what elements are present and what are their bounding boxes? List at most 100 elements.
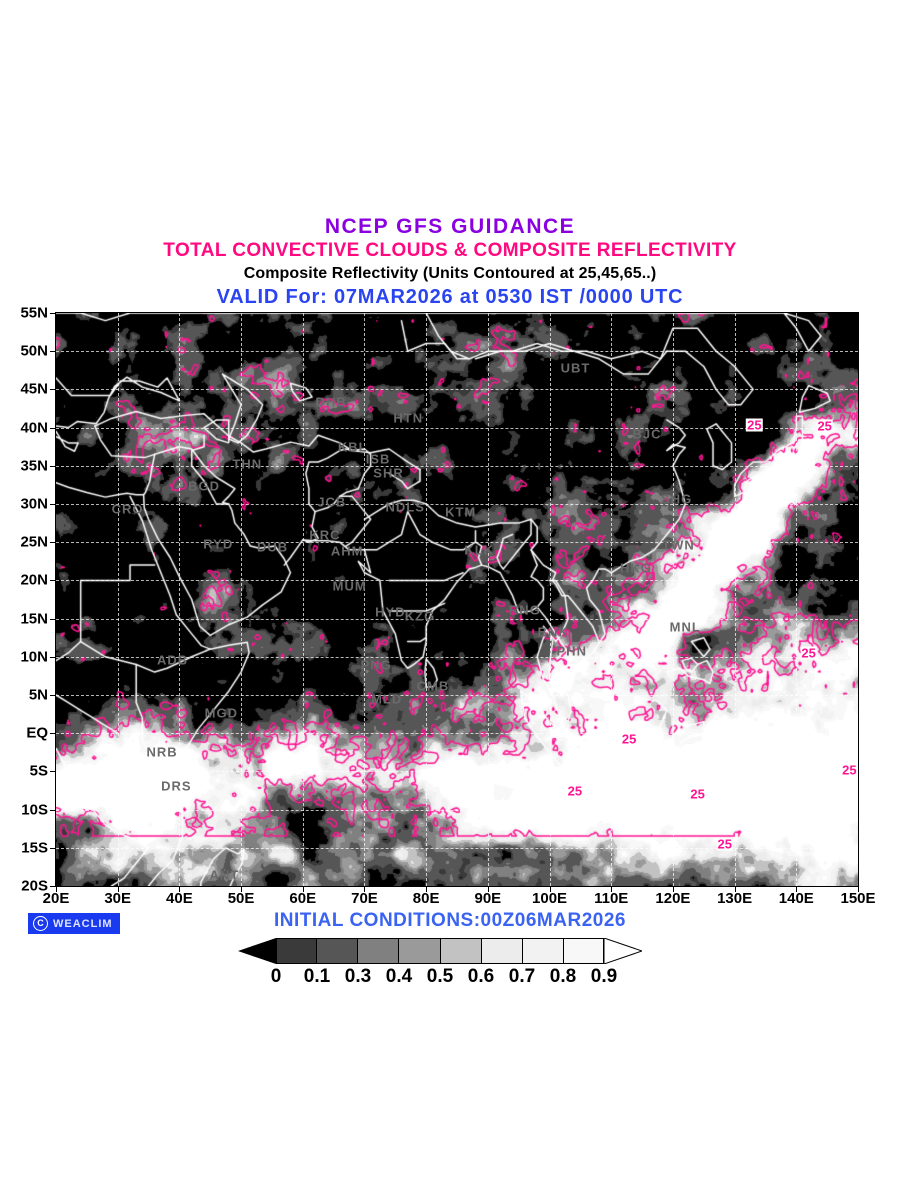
- y-axis-tick: [50, 733, 56, 735]
- x-axis-tick: [364, 886, 366, 892]
- city-label: MGD: [204, 705, 238, 721]
- title-line-1: NCEP GFS GUIDANCE: [324, 215, 576, 238]
- city-label: MLD: [371, 691, 403, 707]
- colorbar-cell: [563, 938, 604, 964]
- city-label: BGD: [188, 478, 220, 494]
- colorbar-cell: [358, 938, 400, 964]
- weaclim-logo[interactable]: C WEACLIM: [28, 913, 120, 934]
- x-axis-tick: [302, 886, 304, 892]
- colorbar-frame: [276, 938, 604, 964]
- y-axis-tick: [50, 580, 56, 582]
- y-axis-tick: [50, 886, 56, 887]
- city-label: TWN: [662, 537, 695, 553]
- contour-value-label: 25: [841, 762, 858, 778]
- y-axis-label: 25N: [20, 533, 48, 551]
- x-axis-label: 100E: [532, 890, 568, 907]
- y-axis-tick: [50, 847, 56, 849]
- colorbar-tick-label: 0.8: [549, 966, 577, 987]
- map-panel[interactable]: UBT BJC SHG TWN HKG THN BGD CRO RYD DUB KBL DHB HTN I…: [50, 313, 859, 892]
- y-axis-tick: [50, 695, 56, 696]
- colorbar-tick-layer: 0 0.1 0.3 0.4 0.5 0.6 0.7 0.8 0.9: [238, 966, 642, 988]
- city-label: RYD: [203, 536, 234, 552]
- y-axis-tick: [50, 771, 56, 773]
- reflectivity-raster: [56, 313, 858, 886]
- x-axis-tick: [734, 886, 736, 892]
- y-axis-tick: [50, 656, 56, 658]
- x-axis-tick: [426, 886, 428, 892]
- city-label: AHM: [330, 543, 364, 559]
- contour-value-label: 25: [689, 786, 706, 802]
- x-axis-tick: [611, 886, 613, 892]
- colorbar-tick-label: 0: [270, 966, 282, 987]
- city-label: KZG: [404, 608, 436, 624]
- x-axis-tick: [549, 886, 551, 892]
- x-axis-tick: [796, 886, 798, 892]
- colorbar-tick-label: 0.6: [467, 966, 495, 987]
- y-axis-label: 10N: [20, 648, 48, 666]
- city-label: DUB: [256, 539, 289, 555]
- initial-conditions-text: INITIAL CONDITIONS:00Z06MAR2026: [274, 910, 626, 931]
- city-label: CRO: [111, 501, 144, 517]
- city-label: RNG: [508, 602, 541, 618]
- city-label: CMB: [416, 678, 450, 694]
- contour-value-label: 25: [800, 645, 817, 661]
- y-axis-label: 5N: [28, 686, 48, 704]
- city-label: THN: [232, 456, 263, 472]
- y-axis-tick: [50, 809, 56, 811]
- x-axis-label: 30E: [104, 890, 132, 907]
- y-axis-tick: [50, 351, 56, 353]
- colorbar-extend-high: [604, 938, 642, 964]
- colorbar-tick-label: 0.4: [385, 966, 413, 987]
- x-axis-label: 40E: [166, 890, 193, 907]
- colorbar: [238, 938, 642, 964]
- contour-value-label: 25: [816, 418, 833, 434]
- city-label: JCB: [317, 494, 347, 510]
- y-axis-tick: [50, 313, 56, 314]
- city-label: NDLS: [385, 499, 425, 515]
- x-axis-tick: [179, 886, 181, 892]
- city-label: SHR: [373, 465, 404, 481]
- city-label: ADB: [157, 652, 189, 668]
- colorbar-tick-label: 0.1: [303, 966, 331, 987]
- city-label: ISB: [365, 451, 391, 467]
- city-label: NRB: [146, 744, 178, 760]
- colorbar-cells: [276, 938, 604, 964]
- y-axis-tick: [50, 618, 56, 620]
- x-axis-tick: [487, 886, 489, 892]
- contour-value-label: 25: [620, 731, 638, 747]
- city-label: HTN: [393, 410, 424, 426]
- contour-value-label: 25: [746, 417, 763, 433]
- contour-value-label: 25: [716, 836, 733, 852]
- x-axis-tick: [56, 886, 57, 892]
- x-axis-label: 110E: [594, 890, 629, 907]
- x-axis-tick: [672, 886, 674, 892]
- city-label: KBL: [337, 439, 368, 455]
- colorbar-tick-label: 0.5: [426, 966, 454, 987]
- colorbar-cell: [440, 938, 482, 964]
- title-line-2: TOTAL CONVECTIVE CLOUDS & COMPOSITE REFL…: [163, 240, 737, 261]
- y-axis-label: 15S: [21, 839, 48, 857]
- colorbar-cell: [276, 938, 318, 964]
- x-axis-label: 60E: [289, 890, 317, 907]
- colorbar-extend-low: [238, 938, 276, 964]
- y-axis-label: 20N: [20, 571, 48, 589]
- weaclim-logo-text: WEACLIM: [53, 917, 113, 930]
- city-label: BJC: [632, 426, 662, 442]
- city-label: KTM: [445, 504, 477, 520]
- colorbar-tick-label: 0.9: [590, 966, 618, 987]
- city-label: HKG: [619, 560, 652, 576]
- y-axis-label: 15N: [20, 610, 48, 628]
- y-axis-tick: [50, 427, 56, 429]
- y-axis-label: 30N: [20, 495, 48, 513]
- title-line-4-valid-time: VALID For: 07MAR2026 at 0530 IST /0000 U…: [216, 286, 684, 308]
- city-label: MNL: [669, 619, 701, 635]
- colorbar-tick-label: 0.3: [344, 966, 372, 987]
- title-line-3: Composite Reflectivity (Units Contoured …: [243, 265, 657, 282]
- y-axis-label: 10S: [21, 801, 48, 819]
- city-label: ANT: [209, 867, 240, 883]
- colorbar-tick-label: 0.7: [508, 966, 536, 987]
- colorbar-cell: [481, 938, 523, 964]
- city-label: BNK: [537, 624, 569, 640]
- city-label: SHG: [661, 491, 693, 507]
- map-canvas[interactable]: UBT BJC SHG TWN HKG THN BGD CRO RYD DUB KBL DHB HTN I…: [56, 313, 858, 886]
